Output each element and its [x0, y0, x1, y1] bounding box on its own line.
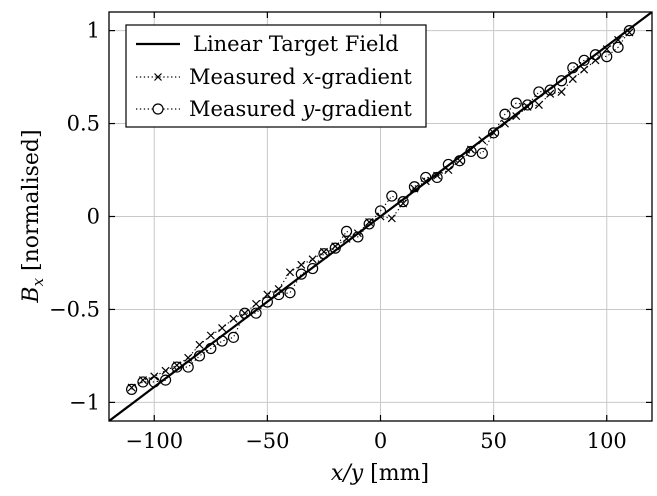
y-gradient-point — [307, 262, 319, 275]
x-tick-label: −50 — [245, 429, 289, 453]
y-gradient-point — [126, 383, 138, 395]
y-gradient-point — [250, 307, 262, 319]
x-gradient-point — [557, 87, 566, 96]
x-gradient-point — [546, 89, 555, 98]
y-gradient-point — [137, 376, 149, 388]
x-gradient-point — [568, 74, 577, 83]
y-tick-label: −1 — [69, 390, 100, 414]
y-gradient-point — [567, 62, 579, 74]
y-gradient-point — [386, 190, 398, 202]
y-tick-label: −0.5 — [49, 297, 100, 321]
x-gradient-point — [161, 366, 170, 375]
x-gradient-point — [240, 309, 249, 318]
x-gradient-point — [218, 324, 227, 333]
y-gradient-point — [363, 218, 375, 230]
y-gradient-point — [555, 75, 568, 87]
x-gradient-point — [478, 136, 487, 145]
y-gradient-point — [239, 307, 251, 319]
x-gradient-point — [308, 255, 317, 264]
y-gradient-point — [352, 231, 364, 243]
y-axis-label: Bx [normalised] — [19, 129, 47, 303]
axis-tick-labels: −100 −50 0 50 100 −1 −0.5 0 0.5 1 — [49, 19, 627, 453]
y-gradient-point — [431, 171, 443, 184]
y-gradient-point — [295, 268, 307, 280]
x-gradient-point — [229, 314, 238, 323]
y-gradient-point — [442, 158, 454, 171]
y-gradient-point — [205, 342, 217, 355]
y-gradient-point — [578, 54, 590, 66]
x-gradient-point — [387, 214, 396, 223]
x-gradient-point — [195, 340, 204, 349]
x-gradient-point — [534, 100, 543, 109]
y-gradient-point — [193, 350, 206, 362]
y-gradient-point — [601, 51, 613, 63]
x-tick-label: 50 — [480, 429, 507, 453]
y-gradient-point — [227, 331, 240, 343]
legend-box — [125, 24, 427, 128]
legend-label-xgradient: Measured x-gradient — [189, 65, 412, 89]
x-gradient-point — [580, 65, 589, 74]
legend-label-ygradient: Measured y-gradient — [189, 97, 412, 121]
x-gradient-point — [500, 119, 509, 128]
y-gradient-point — [273, 288, 285, 301]
y-gradient-point — [374, 205, 387, 217]
y-gradient-point — [623, 24, 635, 37]
y-gradient-point — [408, 181, 421, 193]
y-gradient-point — [171, 361, 183, 373]
y-gradient-point — [476, 147, 488, 159]
y-gradient-point — [261, 296, 273, 308]
y-gradient-point — [182, 361, 194, 373]
y-gradient-point — [420, 171, 432, 184]
legend: Linear Target Field Measured x-gradient … — [125, 24, 427, 128]
legend-label-linear: Linear Target Field — [193, 32, 399, 56]
y-gradient-point — [533, 86, 545, 98]
x-gradient-point — [489, 128, 498, 137]
y-gradient-point — [454, 155, 466, 167]
x-gradient-point — [285, 268, 295, 277]
y-tick-label: 0.5 — [67, 112, 100, 136]
y-gradient-point — [216, 335, 228, 347]
y-gradient-point — [499, 108, 511, 120]
legend-o-marker — [152, 103, 164, 115]
x-tick-label: 0 — [374, 429, 387, 453]
series-line-2 — [131, 30, 630, 390]
y-gradient-point — [465, 145, 477, 158]
y-tick-label: 1 — [87, 19, 100, 43]
x-tick-label: −100 — [125, 429, 183, 453]
plot-area — [109, 12, 652, 421]
x-axis-label: x/y [mm] — [331, 461, 429, 486]
y-gradient-point — [148, 376, 160, 388]
x-gradient-point — [512, 112, 521, 121]
x-gradient-point — [353, 229, 362, 238]
x-gradient-point — [206, 331, 215, 340]
y-gradient-point — [612, 41, 624, 53]
y-gradient-point — [589, 49, 602, 61]
y-gradient-point — [544, 84, 556, 96]
y-gradient-point — [397, 196, 409, 208]
y-gradient-point — [488, 127, 500, 139]
y-tick-label: 0 — [87, 205, 100, 229]
y-gradient-point — [318, 248, 330, 260]
x-gradient-point — [421, 177, 430, 186]
x-gradient-point — [184, 353, 193, 362]
y-gradient-point — [329, 242, 341, 254]
x-gradient-point — [252, 299, 261, 308]
x-tick-label: 100 — [587, 429, 627, 453]
x-gradient-point — [297, 260, 306, 269]
y-gradient-point — [521, 99, 534, 111]
y-gradient-point — [284, 287, 296, 299]
legend-x-marker-b — [154, 73, 162, 81]
y-gradient-point — [510, 97, 522, 109]
y-gradient-point — [159, 374, 172, 386]
axis-ticks — [109, 12, 652, 421]
y-gradient-point — [340, 225, 353, 237]
x-gradient-point — [455, 156, 464, 165]
